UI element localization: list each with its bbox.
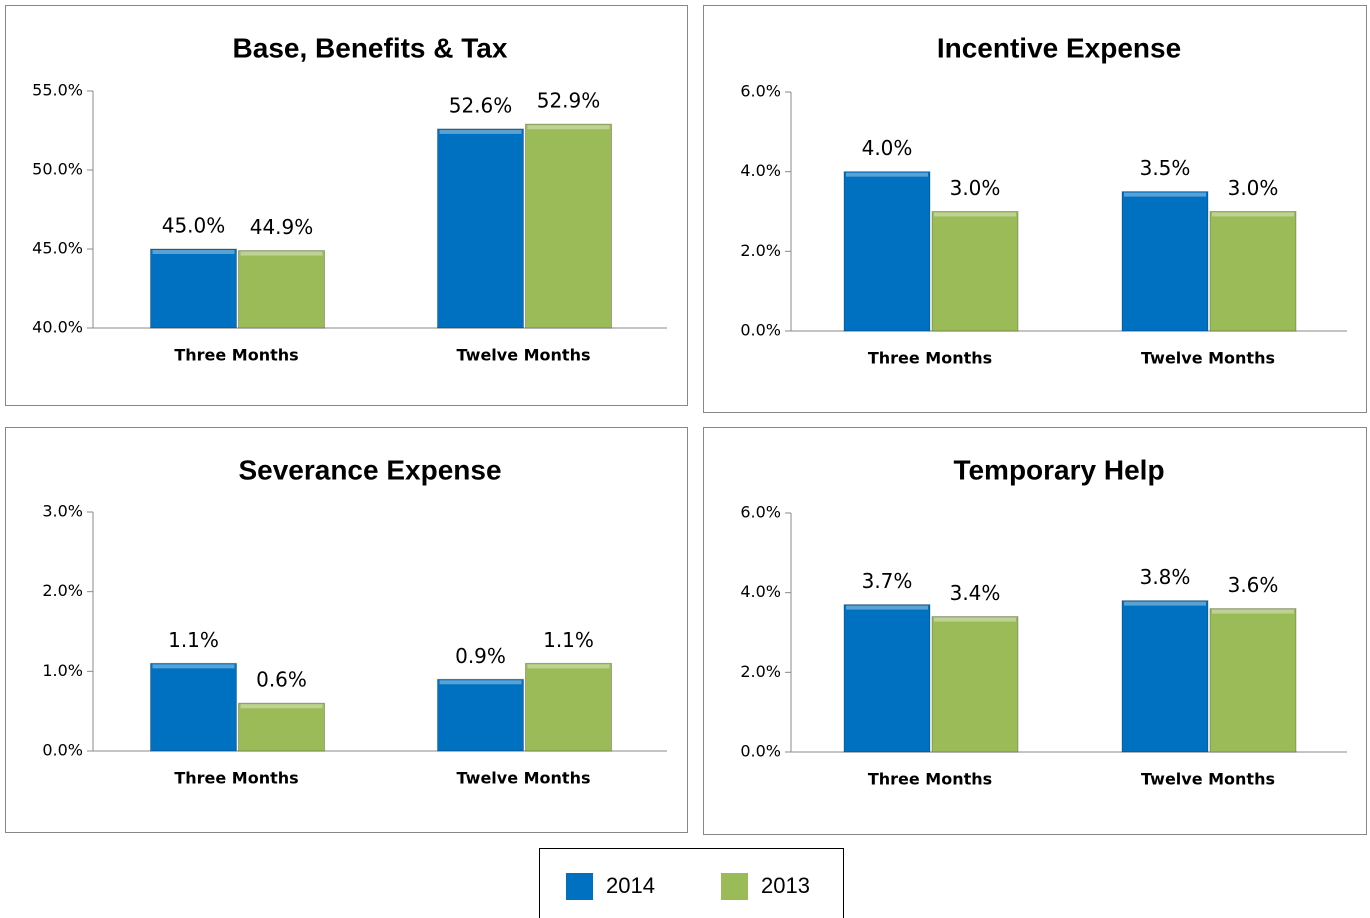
bar-highlight bbox=[152, 664, 235, 669]
value-label: 52.6% bbox=[449, 93, 513, 117]
legend-label: 2014 bbox=[606, 873, 655, 898]
value-label: 52.9% bbox=[537, 89, 601, 113]
chart-title: Temporary Help bbox=[953, 454, 1164, 485]
value-label: 1.1% bbox=[168, 628, 219, 652]
y-tick-label: 4.0% bbox=[740, 582, 781, 601]
y-tick-label: 0.0% bbox=[42, 741, 83, 760]
bar bbox=[843, 171, 931, 332]
bar-highlight bbox=[1124, 192, 1206, 197]
bar bbox=[1209, 608, 1297, 753]
bar bbox=[238, 702, 325, 752]
bar bbox=[525, 123, 612, 329]
bar bbox=[843, 604, 931, 753]
y-tick-label: 2.0% bbox=[740, 662, 781, 681]
chart-title: Incentive Expense bbox=[937, 32, 1181, 63]
bar-highlight bbox=[934, 617, 1016, 622]
bar bbox=[1121, 191, 1209, 332]
y-tick-label: 0.0% bbox=[740, 321, 781, 340]
value-label: 45.0% bbox=[162, 214, 226, 238]
value-label: 3.7% bbox=[862, 569, 913, 593]
value-label: 4.0% bbox=[862, 136, 913, 160]
legend-label: 2013 bbox=[761, 873, 810, 898]
bar-highlight bbox=[240, 251, 323, 256]
y-tick-label: 2.0% bbox=[42, 581, 83, 600]
x-tick-label: Twelve Months bbox=[1141, 770, 1275, 789]
chart-title: Severance Expense bbox=[238, 454, 501, 485]
value-label: 0.9% bbox=[455, 644, 506, 668]
value-label: 44.9% bbox=[250, 215, 314, 239]
value-label: 3.5% bbox=[1140, 156, 1191, 180]
bar-highlight bbox=[152, 250, 235, 254]
bar-highlight bbox=[1124, 601, 1206, 606]
y-tick-label: 2.0% bbox=[740, 241, 781, 260]
x-tick-label: Twelve Months bbox=[457, 769, 591, 788]
y-tick-label: 3.0% bbox=[42, 502, 83, 521]
y-tick-label: 4.0% bbox=[740, 161, 781, 180]
value-label: 3.6% bbox=[1228, 573, 1279, 597]
x-tick-label: Three Months bbox=[174, 346, 298, 365]
bar bbox=[525, 662, 612, 752]
x-tick-label: Twelve Months bbox=[1141, 349, 1275, 368]
x-tick-label: Three Months bbox=[868, 770, 992, 789]
value-label: 0.6% bbox=[256, 668, 307, 692]
bar-highlight bbox=[240, 704, 323, 709]
y-tick-label: 6.0% bbox=[740, 82, 781, 101]
legend-swatch bbox=[566, 873, 593, 900]
y-tick-label: 50.0% bbox=[32, 160, 83, 179]
y-tick-label: 1.0% bbox=[42, 661, 83, 680]
panel bbox=[5, 427, 688, 833]
bar bbox=[931, 211, 1019, 332]
value-label: 3.8% bbox=[1140, 565, 1191, 589]
y-tick-label: 55.0% bbox=[32, 81, 83, 100]
bar-highlight bbox=[846, 605, 928, 610]
bar bbox=[437, 678, 524, 752]
bar bbox=[437, 128, 524, 329]
bar-highlight bbox=[527, 664, 610, 669]
bar-highlight bbox=[527, 125, 610, 130]
value-label: 1.1% bbox=[543, 628, 594, 652]
y-tick-label: 45.0% bbox=[32, 239, 83, 258]
bar bbox=[1121, 600, 1209, 753]
y-tick-label: 0.0% bbox=[740, 742, 781, 761]
bar-highlight bbox=[1212, 212, 1294, 217]
x-tick-label: Three Months bbox=[174, 769, 298, 788]
y-tick-label: 6.0% bbox=[740, 503, 781, 522]
bar bbox=[931, 616, 1019, 753]
bar-highlight bbox=[846, 172, 928, 177]
x-tick-label: Three Months bbox=[868, 349, 992, 368]
bar-highlight bbox=[439, 129, 522, 134]
bar bbox=[150, 248, 237, 329]
chart-title: Base, Benefits & Tax bbox=[233, 32, 508, 63]
bar bbox=[238, 250, 325, 329]
legend-swatch bbox=[721, 873, 748, 900]
y-tick-label: 40.0% bbox=[32, 318, 83, 337]
bar bbox=[1209, 211, 1297, 332]
value-label: 3.0% bbox=[950, 176, 1001, 200]
value-label: 3.0% bbox=[1228, 176, 1279, 200]
value-label: 3.4% bbox=[950, 581, 1001, 605]
bar-highlight bbox=[934, 212, 1016, 217]
x-tick-label: Twelve Months bbox=[457, 346, 591, 365]
bar-highlight bbox=[1212, 609, 1294, 614]
bar bbox=[150, 662, 237, 752]
bar-highlight bbox=[439, 680, 522, 685]
panel bbox=[703, 5, 1367, 413]
